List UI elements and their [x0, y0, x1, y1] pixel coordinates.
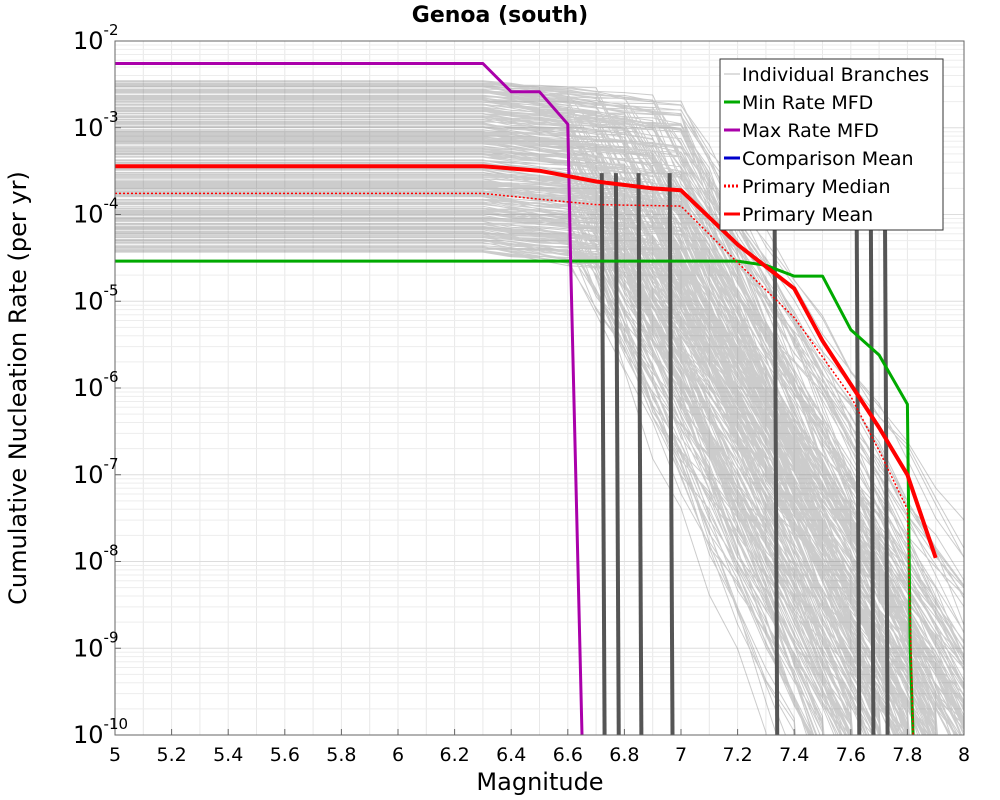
- x-tick-label: 5.6: [270, 744, 300, 766]
- individual-branches: [115, 80, 964, 735]
- x-tick-label: 5: [109, 744, 121, 766]
- y-tick-exponent: -5: [104, 281, 119, 299]
- legend-label: Individual Branches: [742, 64, 929, 86]
- legend-label: Primary Mean: [742, 204, 873, 226]
- y-tick-exponent: -8: [104, 542, 119, 560]
- x-tick-label: 7.8: [892, 744, 922, 766]
- branch-dropoff: [599, 173, 607, 735]
- chart-title: Genoa (south): [412, 3, 588, 28]
- series-lines: [115, 62, 938, 735]
- x-tick-label: 7: [675, 744, 687, 766]
- series-primary-median: [115, 192, 914, 735]
- branch-dropoff: [868, 173, 876, 735]
- grid: [114, 41, 965, 736]
- y-tick-label: 10-3: [73, 108, 119, 142]
- x-axis-ticks: 5 5.2 5.4 5.6 5.8 6 6.2 6.4 6.6 6.8 7 7.2 7.4 7.6 7.8 8: [109, 729, 970, 766]
- legend-label: Primary Median: [742, 176, 891, 198]
- y-tick-exponent: -9: [104, 628, 119, 646]
- branch-dropoff: [854, 173, 862, 735]
- y-tick-label: 10-6: [73, 368, 119, 402]
- series-max-rate-mfd: [115, 62, 584, 735]
- y-tick-label: 10-7: [73, 455, 119, 489]
- x-tick-label: 5.4: [213, 744, 243, 766]
- y-tick-exponent: -2: [104, 21, 119, 39]
- y-tick-exponent: -10: [104, 715, 129, 733]
- legend-label: Min Rate MFD: [742, 92, 873, 114]
- x-axis-label: Magnitude: [476, 768, 603, 796]
- x-tick-label: 6.2: [439, 744, 469, 766]
- y-axis-label: Cumulative Nucleation Rate (per yr): [4, 171, 32, 605]
- x-tick-label: 6.4: [496, 744, 526, 766]
- x-tick-label: 5.2: [156, 744, 186, 766]
- branch-dropoff: [772, 173, 780, 735]
- y-tick-exponent: -6: [104, 368, 119, 386]
- x-tick-label: 5.8: [326, 744, 356, 766]
- branch-dropoff: [667, 173, 675, 735]
- x-tick-label: 6: [392, 744, 404, 766]
- y-tick-label: 10-5: [73, 281, 119, 315]
- series-min-rate-mfd: [115, 259, 915, 735]
- x-tick-label: 6.6: [553, 744, 583, 766]
- branch-dropoff: [636, 173, 644, 735]
- x-tick-label: 6.8: [609, 744, 639, 766]
- legend: Individual Branches Min Rate MFD Max Rate …: [719, 58, 944, 231]
- x-tick-label: 7.6: [836, 744, 866, 766]
- x-tick-label: 7.4: [779, 744, 809, 766]
- legend-label: Max Rate MFD: [742, 120, 879, 142]
- y-tick-exponent: -3: [104, 108, 119, 126]
- y-tick-label: 10-10: [73, 715, 128, 749]
- series-primary-mean: [115, 164, 938, 559]
- branch-dropoff: [613, 173, 621, 735]
- y-tick-label: 10-8: [73, 542, 119, 576]
- y-tick-label: 10-2: [73, 21, 119, 55]
- branch-dropoff: [882, 173, 890, 735]
- legend-box: [719, 58, 944, 231]
- y-tick-exponent: -4: [104, 195, 119, 213]
- y-tick-label: 10-4: [73, 195, 119, 229]
- y-tick-label: 10-9: [73, 628, 119, 662]
- legend-label: Comparison Mean: [742, 148, 914, 170]
- y-tick-exponent: -7: [104, 455, 119, 473]
- x-tick-label: 8: [958, 744, 970, 766]
- x-tick-label: 7.2: [722, 744, 752, 766]
